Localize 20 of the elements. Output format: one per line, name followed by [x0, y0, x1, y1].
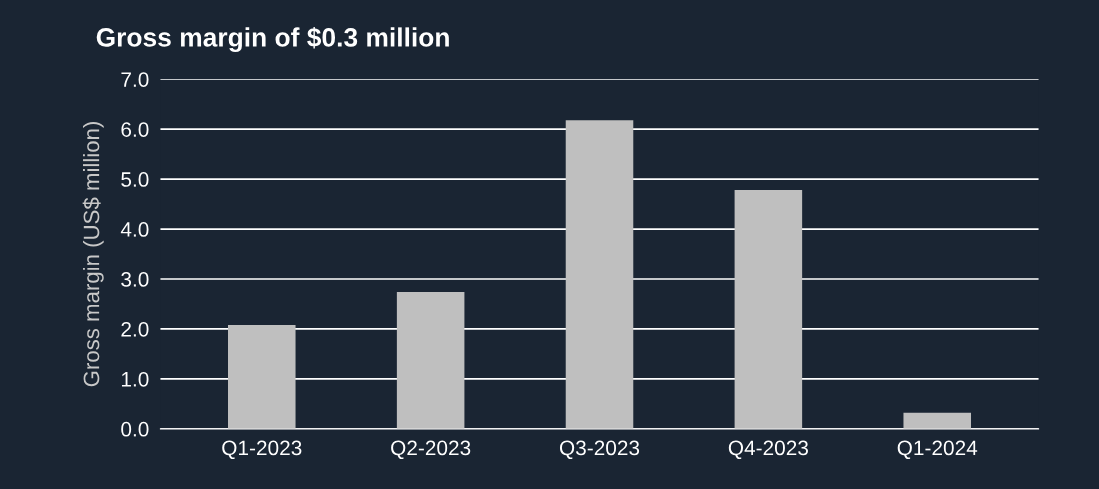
x-tick-label: Q4-2023 — [728, 440, 808, 459]
bar — [565, 120, 634, 429]
y-axis-title: Gross margin (US$ million) — [82, 122, 104, 387]
y-tick-label: 3.0 — [121, 272, 149, 287]
y-tick-label: 0.0 — [121, 421, 149, 437]
y-tick-label: 5.0 — [121, 172, 149, 187]
bar — [734, 190, 803, 429]
y-tick-label: 6.0 — [121, 122, 149, 137]
chart-title: Gross margin of $0.3 million — [96, 26, 449, 53]
y-tick-label: 4.0 — [120, 222, 149, 237]
x-tick-label: Q2-2023 — [391, 440, 471, 459]
x-tick-label: Q3-2023 — [559, 440, 640, 459]
bar — [903, 412, 972, 429]
x-tick-label: Q1-2023 — [222, 440, 302, 459]
y-tick-label: 1.0 — [121, 371, 149, 387]
x-tick-label: Q1-2024 — [897, 440, 978, 459]
bar — [228, 324, 296, 429]
bar — [396, 292, 465, 429]
y-tick-label: 2.0 — [121, 321, 149, 337]
y-tick-label: 7.0 — [121, 72, 149, 87]
